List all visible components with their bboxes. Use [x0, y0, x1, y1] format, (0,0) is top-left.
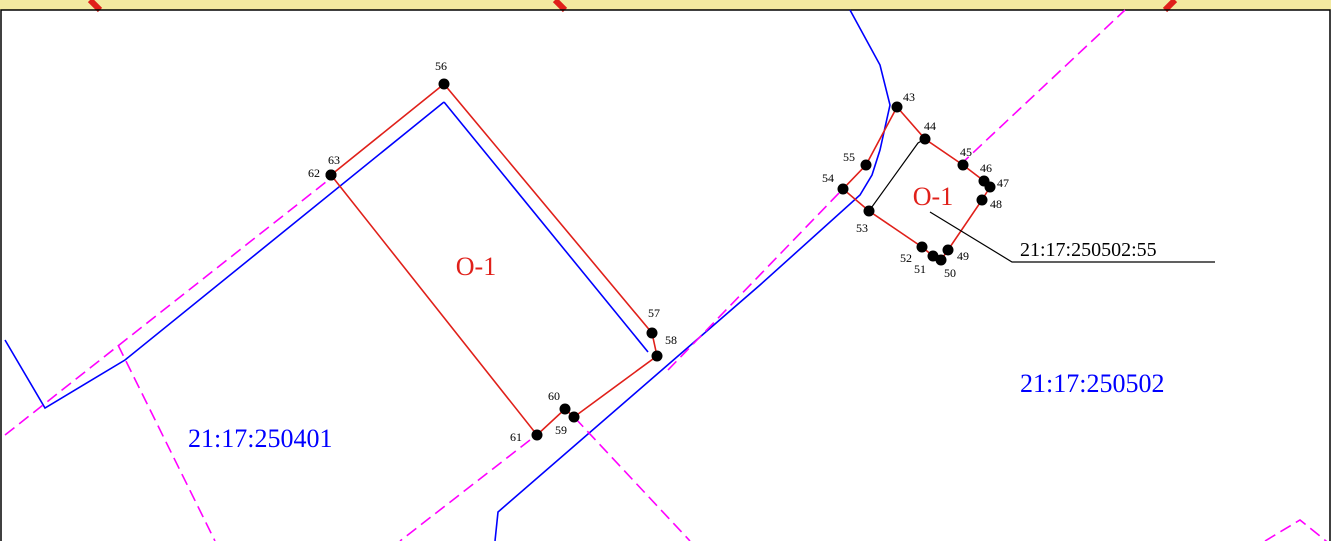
point-label: 43 — [903, 90, 915, 104]
point-label: 53 — [856, 221, 868, 235]
point-label: 54 — [822, 171, 834, 185]
survey-point — [646, 327, 658, 339]
quarter-label: 21:17:250502 — [1020, 369, 1164, 398]
survey-point — [559, 403, 571, 415]
survey-point — [916, 241, 928, 253]
survey-point — [891, 101, 903, 113]
point-label: 46 — [980, 161, 992, 175]
point-label: 51 — [914, 262, 926, 276]
survey-point — [837, 183, 849, 195]
survey-point — [531, 429, 543, 441]
point-label: 60 — [548, 389, 560, 403]
survey-point — [651, 350, 663, 362]
survey-point — [438, 78, 450, 90]
point-label: 44 — [924, 119, 936, 133]
point-label: 55 — [843, 150, 855, 164]
point-label: 59 — [555, 423, 567, 437]
quarter-boundaries — [4, 9, 1328, 541]
point-label: 61 — [510, 430, 522, 444]
survey-point — [919, 133, 931, 145]
frame — [0, 9, 1331, 541]
basemap-strip — [0, 0, 1331, 10]
point-label: 50 — [944, 266, 956, 280]
point-label: 45 — [960, 145, 972, 159]
zone-boundaries — [329, 82, 992, 437]
parcel-label: 21:17:250502:55 — [1020, 239, 1157, 261]
survey-point — [568, 411, 580, 423]
point-label: 47 — [997, 176, 1009, 190]
survey-point — [984, 181, 996, 193]
point-label: 48 — [990, 197, 1002, 211]
point-label: 63 — [328, 153, 340, 167]
point-label: 58 — [665, 333, 677, 347]
point-label: 57 — [648, 306, 660, 320]
survey-point — [325, 169, 337, 181]
point-label: 62 — [308, 166, 320, 180]
survey-point — [976, 194, 988, 206]
survey-point — [957, 159, 969, 171]
quarter-label: 21:17:250401 — [188, 424, 332, 453]
basemap-roads — [87, 0, 1178, 13]
point-label: 52 — [900, 251, 912, 265]
blue-boundaries — [4, 9, 891, 541]
survey-point — [927, 250, 939, 262]
zone-label: О-1 — [456, 252, 496, 281]
survey-point — [863, 205, 875, 217]
zone-label: О-1 — [913, 182, 953, 211]
survey-point — [942, 244, 954, 256]
point-label: 49 — [957, 249, 969, 263]
point-label: 56 — [435, 59, 447, 73]
survey-point — [860, 159, 872, 171]
